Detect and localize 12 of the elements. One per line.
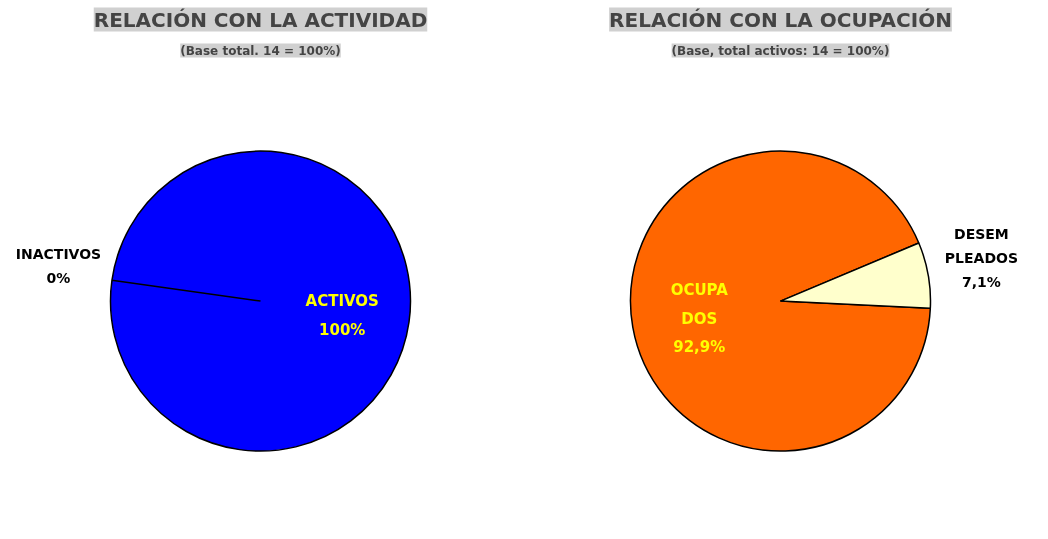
chart-subtitle: (Base total. 14 = 100%) xyxy=(180,43,341,58)
data-label: 100% xyxy=(319,320,366,339)
text: 0% xyxy=(46,270,71,287)
chart-title: RELACIÓN CON LA OCUPACIÓN xyxy=(609,7,952,32)
data-label: 7,1% xyxy=(961,273,1001,290)
slice-label: OCUPA DOS xyxy=(670,280,729,328)
chart-title: RELACIÓN CON LA ACTIVIDAD xyxy=(93,7,428,32)
category-label: INACTIVOS xyxy=(15,246,102,263)
slice-label: ACTIVOS xyxy=(305,291,379,310)
slice-label: DESEM PLEADOS xyxy=(944,225,1018,266)
chart-subtitle: (Base, total activos: 14 = 100%) xyxy=(671,43,890,58)
data-label: 92,9% xyxy=(673,338,726,357)
